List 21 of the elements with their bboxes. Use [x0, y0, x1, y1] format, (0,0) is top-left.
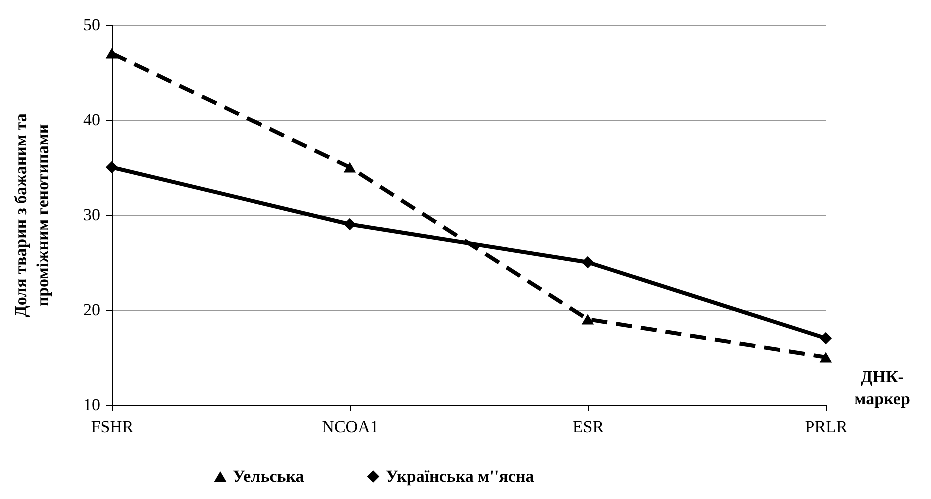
y-tick-label: 30 [84, 206, 100, 224]
legend-label: Уельська [233, 466, 305, 486]
legend-label: Українська м''ясна [386, 466, 535, 486]
x-tick-label: FSHR [91, 418, 134, 436]
y-tick-label: 20 [84, 300, 100, 320]
point [344, 218, 356, 231]
x-tick-label: ESR [572, 418, 605, 436]
point [820, 332, 832, 345]
y-axis-title: Доля тварин з бажаним та проміжним генотипами [12, 113, 52, 318]
point [344, 162, 356, 173]
point [106, 161, 118, 174]
y-tick-label: 50 [84, 16, 100, 34]
y-tick-label: 10 [84, 396, 100, 414]
x-axis-title: ДНК-маркер [854, 368, 910, 408]
point [582, 314, 594, 325]
x-tick-label: PRLR [805, 418, 848, 436]
point [820, 352, 832, 363]
y-tick-label: 40 [84, 110, 100, 130]
point [582, 256, 594, 269]
x-tick-label: NCOA1 [322, 418, 379, 436]
point [106, 48, 118, 59]
